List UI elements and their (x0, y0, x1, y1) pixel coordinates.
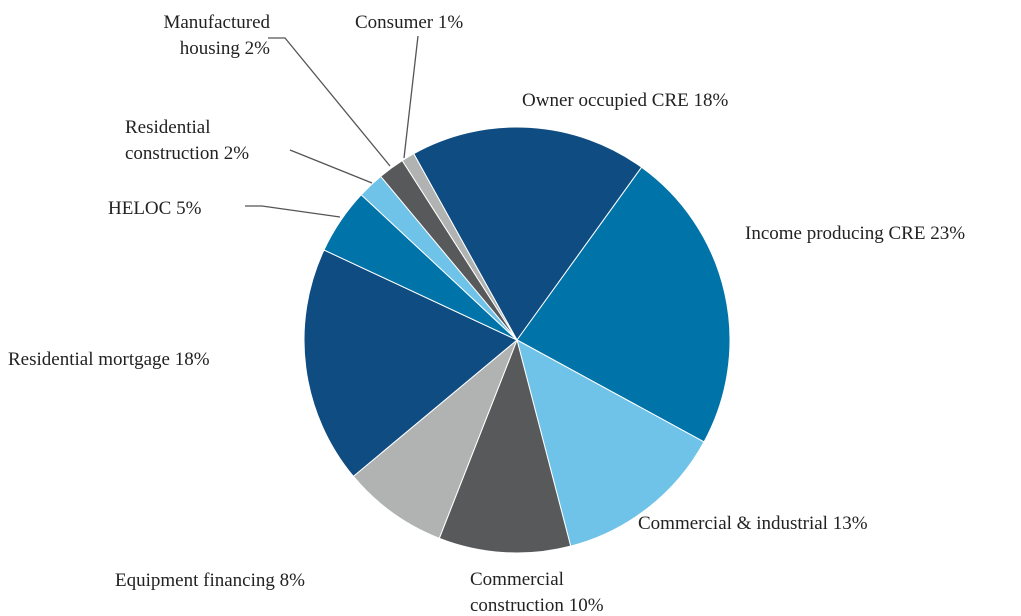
slice-label: Consumer 1% (355, 10, 515, 36)
category-name: Income producing CRE (745, 223, 926, 244)
slice-label: HELOC 5% (108, 196, 248, 222)
slice-label: Residential mortgage 18% (8, 347, 298, 373)
value-label: 13% (832, 513, 868, 534)
category-name: Consumer (355, 12, 434, 33)
pie-slice (438, 338, 572, 554)
slice-label: Residential construction 2% (125, 115, 295, 167)
slice-label: Equipment financing 8% (115, 568, 375, 594)
value-label: 1% (437, 12, 464, 33)
category-name: Owner occupied CRE (522, 90, 689, 111)
category-name: Commercial & industrial (638, 513, 828, 534)
slice-label: Commercial construction 10% (470, 567, 630, 616)
value-label: 18% (174, 349, 210, 370)
value-label: 10% (568, 595, 604, 616)
slices (303, 126, 731, 554)
category-name: Commercial construction (470, 569, 564, 616)
pie-slice (303, 249, 518, 478)
value-label: 2% (244, 38, 270, 59)
category-name: Residential construction (125, 117, 219, 164)
category-name: Residential mortgage (8, 349, 170, 370)
value-label: 8% (279, 570, 305, 591)
slice-label: Owner occupied CRE 18% (522, 88, 822, 114)
category-name: Equipment financing (115, 570, 275, 591)
pie-slice (516, 166, 731, 443)
leader-line (268, 37, 391, 167)
leader-lines (245, 35, 419, 218)
value-label: 18% (693, 90, 729, 111)
slice-label: Income producing CRE 23% (745, 221, 1015, 247)
pie-slice (516, 339, 705, 547)
slice-label: Manufactured housing 2% (150, 10, 270, 62)
leader-line (245, 205, 341, 218)
category-name: HELOC (108, 198, 172, 219)
pie-slice (413, 126, 643, 341)
pie-slice (352, 339, 518, 539)
leader-line (403, 35, 419, 159)
value-label: 23% (930, 223, 966, 244)
pie-slice (401, 153, 518, 341)
value-label: 5% (176, 198, 202, 219)
category-name: Manufactured housing (163, 12, 270, 59)
slice-label: Commercial & industrial 13% (638, 511, 968, 537)
leader-line (289, 149, 373, 184)
value-label: 2% (223, 143, 250, 164)
